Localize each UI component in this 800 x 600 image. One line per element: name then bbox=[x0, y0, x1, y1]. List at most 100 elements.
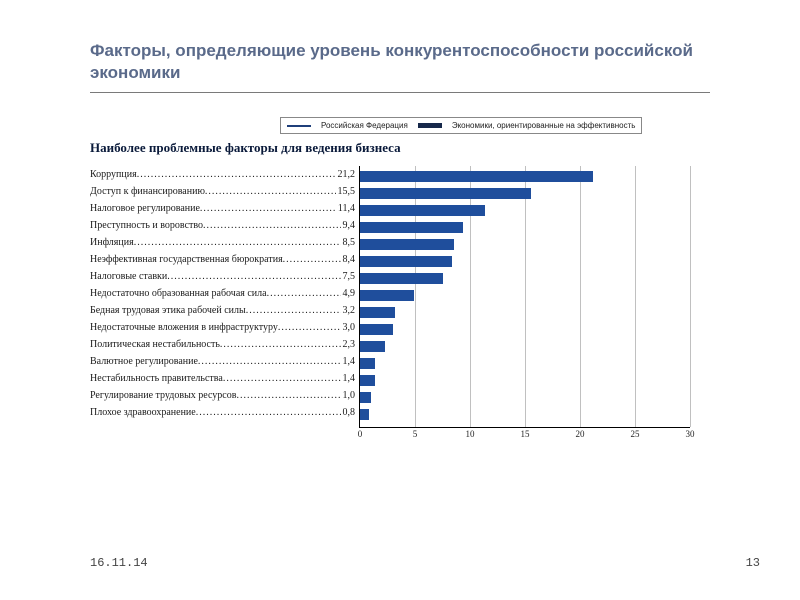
label-dots bbox=[246, 302, 341, 319]
factor-value: 21,2 bbox=[336, 166, 356, 183]
factor-label: Регулирование трудовых ресурсов bbox=[90, 387, 236, 404]
chart-bar bbox=[360, 341, 385, 352]
chart-area: Коррупция 21,2 Доступ к финансированию 15,5… bbox=[90, 166, 800, 428]
factor-value: 8,4 bbox=[341, 251, 356, 268]
factor-label-row: Инфляция 8,5 bbox=[90, 234, 355, 251]
chart-bar bbox=[360, 256, 452, 267]
label-dots bbox=[200, 200, 336, 217]
factor-label: Валютное регулирование bbox=[90, 353, 198, 370]
factor-label-row: Преступность и воровство 9,4 bbox=[90, 217, 355, 234]
factor-label-row: Политическая нестабильность 2,3 bbox=[90, 336, 355, 353]
factor-label: Инфляция bbox=[90, 234, 134, 251]
factor-value: 4,9 bbox=[341, 285, 356, 302]
chart-bar bbox=[360, 205, 485, 216]
title-underline bbox=[90, 92, 710, 93]
factor-value: 9,4 bbox=[341, 217, 356, 234]
chart-bar bbox=[360, 222, 463, 233]
x-tick-label: 15 bbox=[521, 429, 530, 439]
factor-value: 1,4 bbox=[341, 370, 356, 387]
factor-value: 8,5 bbox=[341, 234, 356, 251]
slide-title: Факторы, определяющие уровень конкуренто… bbox=[90, 40, 710, 84]
legend-label-series2: Экономики, ориентированные на эффективно… bbox=[452, 121, 636, 130]
chart-bar bbox=[360, 171, 593, 182]
factor-label-row: Нестабильность правительства 1,4 bbox=[90, 370, 355, 387]
label-dots bbox=[223, 370, 341, 387]
factor-value: 15,5 bbox=[336, 183, 356, 200]
label-dots bbox=[220, 336, 341, 353]
gridline bbox=[525, 166, 526, 427]
chart-bar bbox=[360, 375, 375, 386]
factor-label-row: Плохое здравоохранение 0,8 bbox=[90, 404, 355, 421]
factor-label: Политическая нестабильность bbox=[90, 336, 220, 353]
label-dots bbox=[283, 251, 341, 268]
x-axis: 051015202530 bbox=[360, 429, 690, 443]
chart-bar bbox=[360, 273, 443, 284]
factor-label: Налоговые ставки bbox=[90, 268, 167, 285]
factor-value: 1,4 bbox=[341, 353, 356, 370]
factor-label-row: Бедная трудовая этика рабочей силы 3,2 bbox=[90, 302, 355, 319]
label-dots bbox=[137, 166, 336, 183]
factor-value: 3,0 bbox=[341, 319, 356, 336]
factor-label: Недостаточно образованная рабочая сила bbox=[90, 285, 267, 302]
chart-bar bbox=[360, 409, 369, 420]
x-tick-label: 25 bbox=[631, 429, 640, 439]
factor-label-row: Недостаточные вложения в инфраструктуру 3… bbox=[90, 319, 355, 336]
label-dots bbox=[236, 387, 340, 404]
factor-value: 3,2 bbox=[341, 302, 356, 319]
legend-label-series1: Российская Федерация bbox=[321, 121, 408, 130]
x-tick-label: 20 bbox=[576, 429, 585, 439]
label-dots bbox=[198, 353, 341, 370]
factor-label-row: Налоговые ставки 7,5 bbox=[90, 268, 355, 285]
gridline bbox=[635, 166, 636, 427]
factor-label: Налоговое регулирование bbox=[90, 200, 200, 217]
factor-label: Преступность и воровство bbox=[90, 217, 203, 234]
gridline bbox=[690, 166, 691, 427]
factor-label-row: Налоговое регулирование 11,4 bbox=[90, 200, 355, 217]
title-area: Факторы, определяющие уровень конкуренто… bbox=[0, 0, 800, 103]
legend-swatch-series1 bbox=[287, 125, 311, 127]
factor-value: 1,0 bbox=[341, 387, 356, 404]
x-tick-label: 10 bbox=[466, 429, 475, 439]
factor-label: Нестабильность правительства bbox=[90, 370, 223, 387]
chart-bar bbox=[360, 358, 375, 369]
factor-label: Коррупция bbox=[90, 166, 137, 183]
chart-bar bbox=[360, 188, 531, 199]
chart-bar bbox=[360, 324, 393, 335]
slide-container: Факторы, определяющие уровень конкуренто… bbox=[0, 0, 800, 600]
label-dots bbox=[267, 285, 341, 302]
factor-label-row: Валютное регулирование 1,4 bbox=[90, 353, 355, 370]
chart-bar bbox=[360, 239, 454, 250]
factor-label-row: Недостаточно образованная рабочая сила 4,… bbox=[90, 285, 355, 302]
chart-bar bbox=[360, 392, 371, 403]
factor-label-row: Доступ к финансированию 15,5 bbox=[90, 183, 355, 200]
factor-label-row: Коррупция 21,2 bbox=[90, 166, 355, 183]
x-tick-label: 5 bbox=[413, 429, 418, 439]
factor-label: Плохое здравоохранение bbox=[90, 404, 196, 421]
gridline bbox=[580, 166, 581, 427]
factor-label: Доступ к финансированию bbox=[90, 183, 205, 200]
factor-label: Недостаточные вложения в инфраструктуру bbox=[90, 319, 278, 336]
chart-bar bbox=[360, 290, 414, 301]
legend-swatch-series2 bbox=[418, 123, 442, 128]
factor-label-row: Неэффективная государственная бюрократия… bbox=[90, 251, 355, 268]
factor-label-row: Регулирование трудовых ресурсов 1,0 bbox=[90, 387, 355, 404]
factor-value: 2,3 bbox=[341, 336, 356, 353]
label-dots bbox=[203, 217, 340, 234]
chart-plot-area: 051015202530 bbox=[359, 166, 690, 428]
chart-legend: Российская Федерация Экономики, ориентир… bbox=[280, 117, 642, 134]
label-dots bbox=[205, 183, 336, 200]
footer-page-number: 13 bbox=[746, 556, 760, 570]
factor-label: Бедная трудовая этика рабочей силы bbox=[90, 302, 246, 319]
factor-label: Неэффективная государственная бюрократия bbox=[90, 251, 283, 268]
factor-value: 0,8 bbox=[341, 404, 356, 421]
label-dots bbox=[278, 319, 341, 336]
x-tick-label: 0 bbox=[358, 429, 363, 439]
factor-value: 11,4 bbox=[336, 200, 355, 217]
x-tick-label: 30 bbox=[686, 429, 695, 439]
label-dots bbox=[196, 404, 341, 421]
chart-labels-column: Коррупция 21,2 Доступ к финансированию 15,5… bbox=[90, 166, 355, 421]
factor-value: 7,5 bbox=[341, 268, 356, 285]
chart-bar bbox=[360, 307, 395, 318]
label-dots bbox=[134, 234, 341, 251]
label-dots bbox=[167, 268, 340, 285]
